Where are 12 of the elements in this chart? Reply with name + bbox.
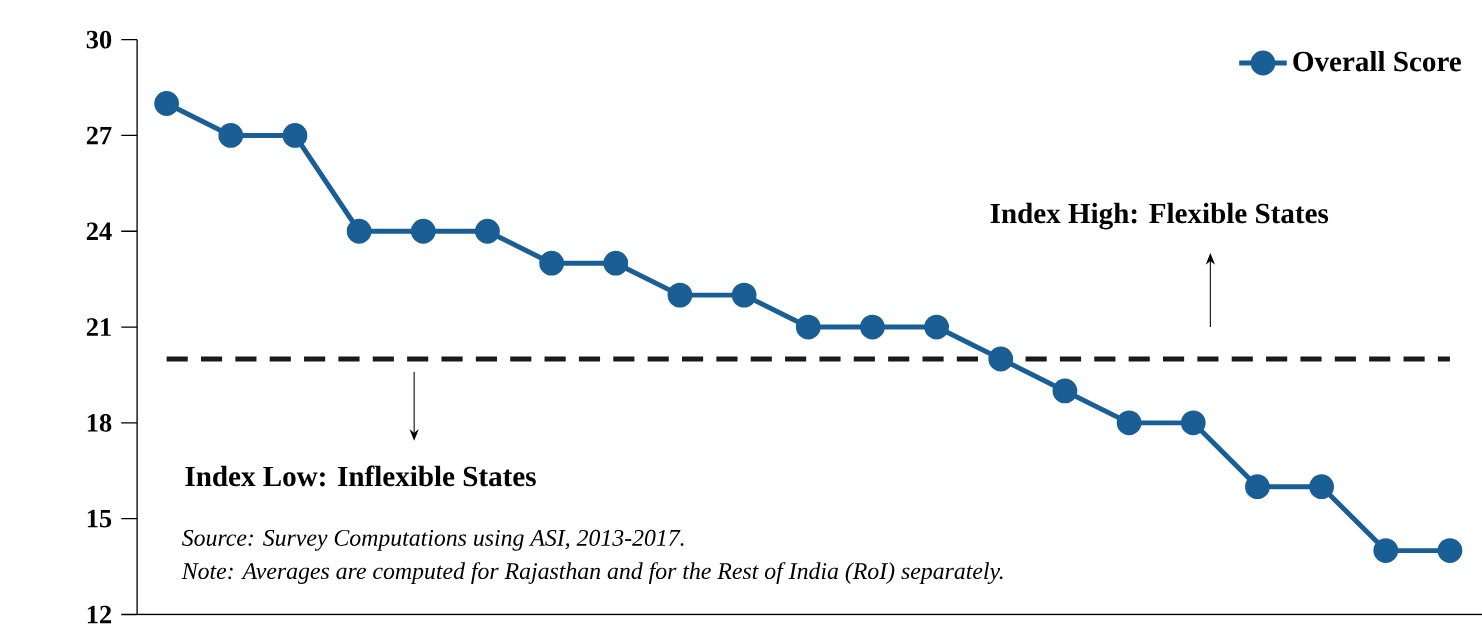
y-tick-label: 15: [87, 509, 112, 528]
annotation: Source: Survey Computations using ASI, 2013-2017.: [182, 529, 684, 551]
y-tick-label: 12: [87, 605, 112, 624]
y-tick-label: 21: [86, 318, 111, 336]
y-tick-label: 24: [86, 222, 112, 240]
y-tick-label: 30: [86, 30, 112, 49]
y-tick-label: 27: [86, 126, 112, 145]
annotation: Note: Averages are computed for Rajasthan and for the Rest of India (RoI) separately.: [181, 561, 1003, 584]
annotation: Index High: Flexible States: [990, 202, 1329, 230]
y-tick-label: 18: [87, 413, 112, 432]
annotation: Index Low: Inflexible States: [185, 465, 536, 487]
legend-label: Overall Score: [1293, 50, 1461, 72]
